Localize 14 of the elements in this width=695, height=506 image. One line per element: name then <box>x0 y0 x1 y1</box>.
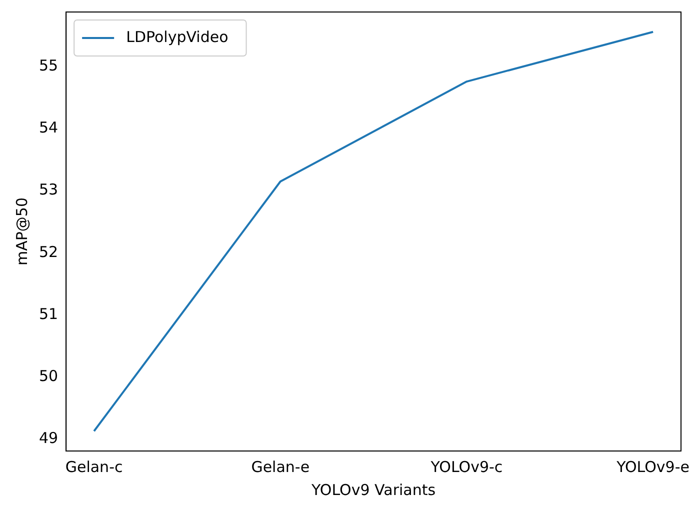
y-tick-label: 50 <box>38 367 58 385</box>
y-tick-label: 52 <box>38 242 58 261</box>
y-tick-label: 54 <box>38 118 58 137</box>
y-tick-label: 49 <box>38 429 58 448</box>
y-tick-label: 55 <box>38 56 58 75</box>
legend-label: LDPolypVideo <box>126 28 228 46</box>
x-tick-label: Gelan-e <box>251 458 310 476</box>
x-tick-label: YOLOv9-c <box>430 458 503 476</box>
x-tick-label: YOLOv9-e <box>616 458 690 476</box>
y-axis-title: mAP@50 <box>12 197 31 266</box>
y-tick-label: 53 <box>38 180 58 199</box>
x-axis-title: YOLOv9 Variants <box>310 480 436 499</box>
x-tick-label: Gelan-c <box>65 458 123 476</box>
y-tick-label: 51 <box>38 304 58 323</box>
